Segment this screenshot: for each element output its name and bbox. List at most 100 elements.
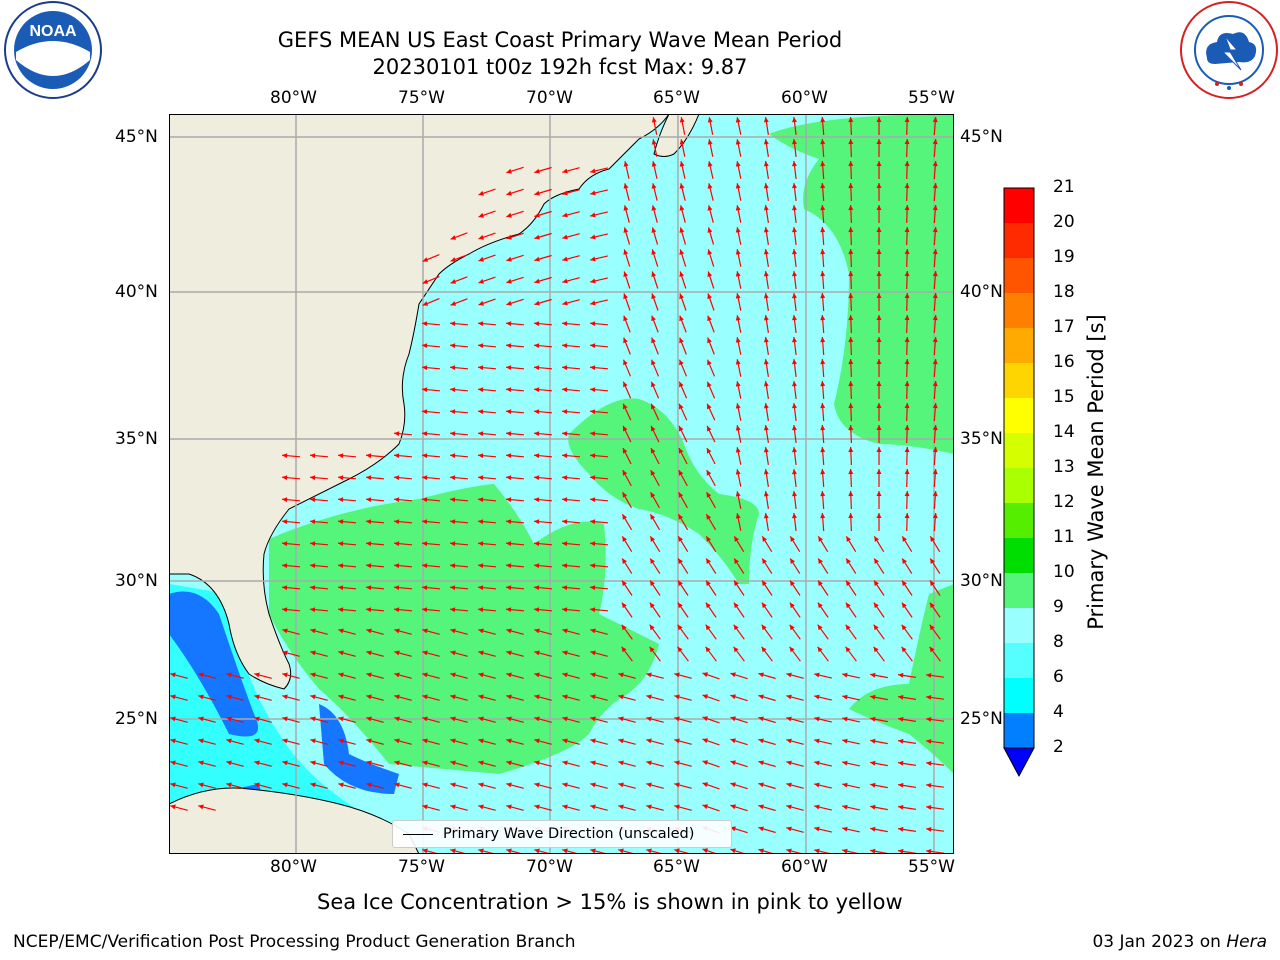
wave-arrow — [562, 233, 580, 240]
wave-arrow — [561, 541, 581, 547]
wave-arrow — [310, 628, 328, 635]
wave-arrow — [170, 804, 188, 811]
wave-arrow — [651, 139, 658, 157]
wave-arrow — [421, 431, 441, 437]
lat-tick-left: 25°N — [115, 709, 158, 729]
wave-arrow — [366, 694, 384, 701]
lon-tick-top: 60°W — [781, 88, 828, 108]
wave-arrow — [758, 804, 776, 812]
wave-arrow — [533, 431, 553, 437]
wave-arrow — [505, 585, 525, 591]
wave-arrow — [590, 650, 608, 657]
wave-arrow — [876, 249, 882, 267]
wave-arrow — [904, 226, 910, 246]
wave-arrow — [618, 782, 636, 789]
colorbar-outline — [1003, 187, 1035, 749]
wave-arrow — [365, 541, 385, 547]
wave-arrow — [623, 183, 630, 201]
wave-arrow — [589, 365, 609, 371]
wave-arrow — [618, 694, 636, 701]
wave-arrow — [932, 248, 938, 268]
wave-arrow — [623, 293, 631, 311]
wave-arrow — [904, 138, 910, 158]
wave-arrow — [817, 646, 829, 662]
wave-arrow — [533, 563, 553, 569]
wave-arrow — [792, 117, 797, 135]
wave-arrow — [786, 672, 804, 679]
wave-arrow — [337, 453, 357, 459]
wave-arrow — [365, 585, 385, 591]
wave-arrow — [705, 580, 717, 596]
wave-arrow — [873, 646, 885, 662]
wave-arrow — [901, 535, 913, 553]
wave-arrow — [533, 607, 553, 613]
wave-arrow — [932, 446, 938, 466]
wave-arrow — [477, 409, 497, 415]
wave-arrow — [650, 403, 660, 421]
wave-arrow — [450, 716, 468, 723]
wave-arrow — [281, 541, 301, 547]
wave-arrow — [904, 270, 910, 290]
wave-arrow — [226, 738, 244, 745]
wave-arrow — [702, 782, 720, 790]
lat-tick-right: 35°N — [960, 429, 1003, 449]
wave-arrow — [422, 804, 440, 811]
wave-arrow — [449, 475, 469, 481]
wave-arrow — [926, 717, 944, 722]
wave-arrow — [449, 387, 469, 393]
wave-arrow — [876, 117, 882, 135]
wave-arrow — [904, 402, 910, 422]
wave-arrow — [932, 402, 938, 422]
legend-line-swatch — [403, 833, 433, 835]
wave-arrow — [506, 166, 524, 174]
wave-arrow — [876, 139, 882, 157]
wave-arrow — [505, 365, 525, 371]
wave-arrow — [707, 161, 714, 179]
wave-arrow — [870, 694, 888, 701]
wave-arrow — [422, 716, 440, 723]
wave-arrow — [621, 558, 633, 574]
wave-arrow — [904, 160, 910, 180]
wave-arrow — [534, 782, 552, 789]
wave-arrow — [678, 425, 688, 443]
wave-arrow — [449, 343, 469, 349]
wave-arrow — [845, 646, 857, 662]
wave-arrow — [282, 672, 300, 679]
wave-arrow — [761, 558, 773, 574]
wave-arrow — [786, 826, 804, 833]
wave-arrow — [820, 314, 826, 334]
wave-arrow — [817, 580, 829, 596]
footer-left: NCEP/EMC/Verification Post Processing Pr… — [13, 932, 576, 952]
lat-tick-right: 30°N — [960, 571, 1003, 591]
wave-arrow — [366, 650, 384, 657]
wave-arrow — [449, 607, 469, 613]
wave-arrow — [282, 694, 300, 701]
wave-arrow — [932, 490, 938, 510]
wave-arrow — [848, 138, 854, 158]
wave-arrow — [898, 782, 916, 788]
wave-arrow — [848, 182, 854, 202]
wave-arrow — [735, 139, 742, 157]
colorbar-segment — [1004, 363, 1034, 398]
wave-arrow — [706, 359, 716, 377]
wave-arrow — [730, 738, 748, 746]
wave-arrow — [651, 293, 659, 311]
wave-arrow — [848, 314, 854, 334]
wave-arrow — [477, 343, 497, 349]
wave-direction-arrows — [170, 116, 944, 854]
wave-arrow — [590, 277, 608, 284]
wave-arrow — [817, 602, 829, 618]
wave-arrow — [876, 513, 882, 531]
wave-arrow — [735, 337, 742, 355]
wave-arrow — [533, 409, 553, 415]
wave-arrow — [904, 468, 910, 488]
wave-arrow — [876, 425, 882, 443]
wave-arrow — [763, 117, 769, 135]
wave-arrow — [848, 424, 854, 444]
wave-arrow — [677, 535, 689, 553]
wave-arrow — [450, 760, 468, 767]
wave-arrow — [735, 381, 742, 399]
wave-arrow — [534, 738, 552, 745]
wave-arrow — [932, 424, 938, 444]
wave-arrow — [926, 739, 944, 744]
